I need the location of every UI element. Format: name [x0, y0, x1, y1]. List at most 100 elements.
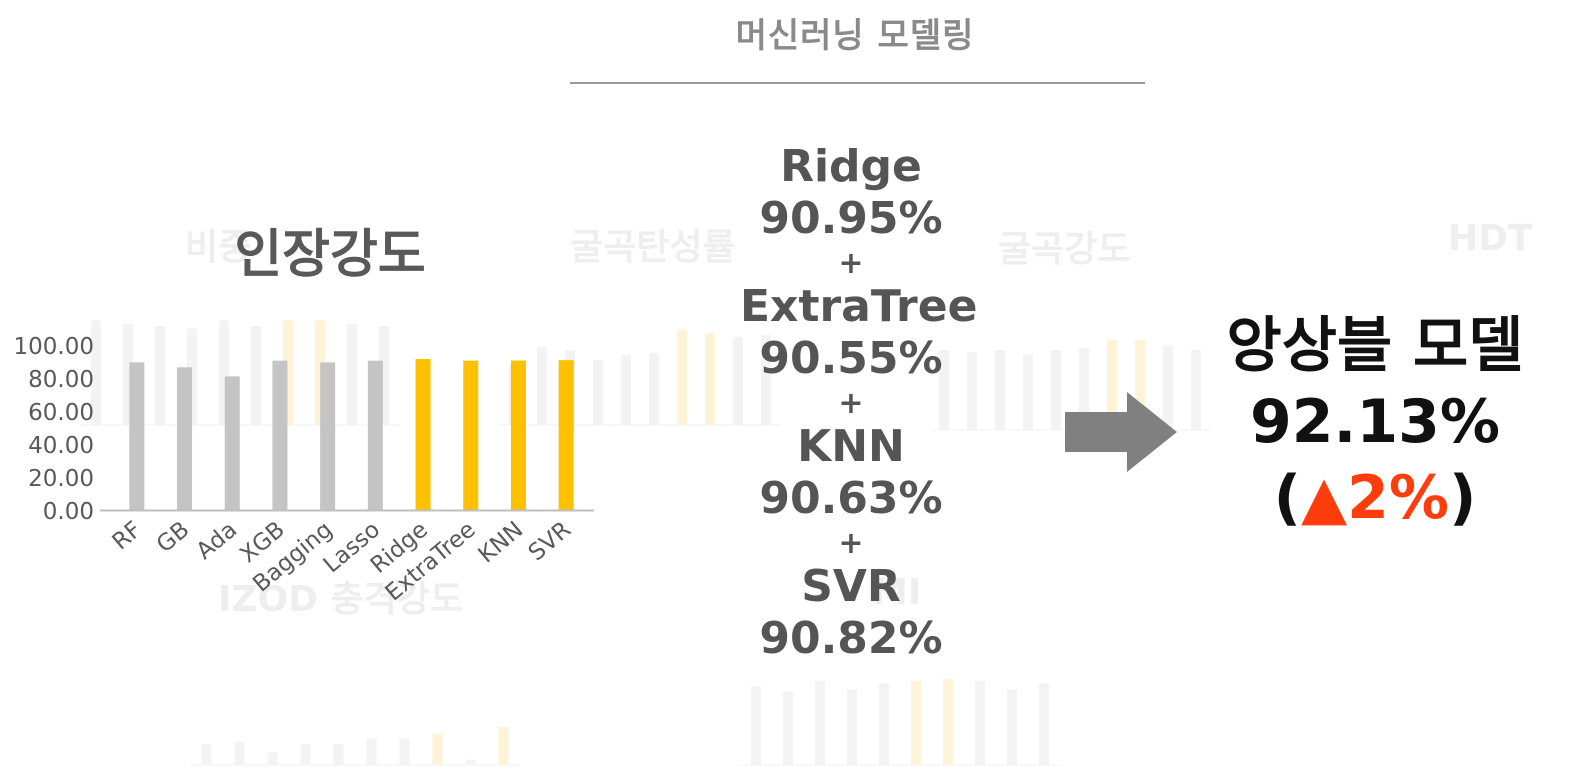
ghost-bar	[155, 326, 165, 425]
model-score: 90.55%	[759, 333, 943, 384]
y-axis: 0.00 20.00 40.00 60.00 80.00 100.00	[14, 334, 94, 525]
ghost-bar	[432, 733, 443, 765]
model-name: Ridge	[780, 141, 922, 192]
ghost-bar	[593, 360, 603, 425]
ghost-bar	[251, 326, 261, 425]
bar-ridge	[415, 359, 431, 510]
ghost-bar	[366, 738, 377, 765]
model-svr: SVR 90.82%	[740, 562, 962, 666]
ghost-chart	[500, 330, 780, 426]
y-tick-label: 100.00	[14, 334, 94, 360]
model-extratree: ExtraTree 90.55%	[740, 281, 978, 386]
ghost-bar	[1163, 345, 1173, 430]
ghost-bar	[649, 353, 659, 425]
right-arrow-icon	[1065, 392, 1177, 472]
x-axis: RF GBAdaXGBBaggingLassoRidgeExtraTreeKNNS…	[100, 509, 594, 606]
ghost-bar	[943, 678, 953, 765]
bg-chart-title: 굴곡강도	[998, 229, 1131, 270]
ghost-bar	[1039, 683, 1049, 765]
ghost-bar	[1191, 350, 1201, 430]
ghost-bar	[219, 320, 229, 425]
model-ridge: Ridge 90.95%	[740, 142, 962, 246]
bg-chart-title: MI	[872, 572, 922, 613]
ghost-bar	[1079, 348, 1089, 430]
delta-paren-close: )	[1449, 463, 1477, 533]
delta-value: ▲2%	[1300, 463, 1449, 533]
x-tick-label: GB	[152, 517, 194, 559]
plus-sign: +	[838, 246, 864, 281]
ghost-bar	[975, 681, 985, 765]
x-tick-label: Ada	[192, 517, 242, 565]
ghost-bar	[847, 689, 857, 765]
title-divider	[570, 82, 1145, 84]
ghost-bar	[399, 738, 410, 765]
ghost-bar	[967, 352, 977, 430]
y-tick-label: 40.00	[28, 433, 94, 459]
model-name: ExtraTree	[740, 281, 978, 332]
ghost-bar	[347, 323, 357, 425]
bar-ada	[224, 376, 240, 510]
ensemble-delta: (▲2%)	[1215, 460, 1535, 536]
model-score: 90.63%	[759, 473, 943, 524]
bg-chart-title: IZOD 충격강도	[218, 579, 463, 620]
ghost-bar	[283, 320, 293, 425]
model-score: 90.82%	[759, 613, 943, 664]
ghost-chart	[740, 678, 1060, 766]
ghost-bar	[234, 741, 245, 765]
background-ghost-charts	[80, 320, 1210, 766]
ghost-bar	[333, 744, 344, 765]
bar-gb	[177, 367, 193, 510]
bg-chart-title: HDT	[1448, 218, 1533, 259]
model-score: 90.95%	[759, 193, 943, 244]
ghost-bar	[733, 337, 743, 425]
plus-sign: +	[838, 386, 864, 421]
x-tick-label: SVR	[524, 517, 576, 567]
ghost-bar	[300, 744, 311, 765]
ghost-bar	[1135, 340, 1145, 430]
ghost-bar	[1107, 340, 1117, 430]
ghost-chart	[930, 340, 1210, 431]
ghost-bar	[621, 355, 631, 425]
ensemble-result: 앙상블 모델 92.13% (▲2%)	[1215, 308, 1535, 536]
bar-knn	[510, 360, 526, 510]
ghost-chart	[80, 320, 400, 426]
y-tick-label: 0.00	[43, 499, 94, 525]
ghost-bar	[267, 752, 278, 765]
ghost-bar	[379, 326, 389, 425]
ghost-bar	[91, 320, 101, 425]
bar-xgb	[272, 360, 288, 510]
ghost-bar	[315, 320, 325, 425]
bar-bagging	[320, 362, 336, 510]
delta-paren-open: (	[1273, 463, 1301, 533]
y-tick-label: 20.00	[28, 466, 94, 492]
plus-sign: +	[838, 526, 864, 561]
model-name: KNN	[797, 421, 905, 472]
ensemble-title: 앙상블 모델	[1226, 311, 1524, 381]
ghost-bar	[939, 350, 949, 430]
bar-svr	[558, 360, 574, 510]
bar-rf	[129, 362, 145, 510]
ensemble-score: 92.13%	[1250, 387, 1500, 457]
ghost-bar	[911, 681, 921, 765]
bg-chart-title: 굴곡탄성률	[570, 227, 736, 268]
ghost-bar	[751, 686, 761, 765]
page-title: 머신러닝 모델링	[735, 16, 975, 56]
ghost-bar	[537, 347, 547, 425]
ghost-bar	[677, 330, 687, 425]
bars	[129, 359, 574, 510]
ghost-bar	[815, 681, 825, 765]
bar-lasso	[367, 360, 383, 510]
ghost-bar	[123, 323, 133, 425]
ghost-bar	[995, 350, 1005, 430]
bar-extratree	[463, 360, 479, 510]
ghost-bar	[705, 333, 715, 425]
ghost-bar	[1007, 689, 1017, 765]
ghost-bar	[761, 335, 771, 425]
bg-chart-title: 비중	[185, 227, 252, 268]
ghost-bar	[498, 727, 509, 765]
ghost-bar	[1051, 350, 1061, 430]
model-list: Ridge 90.95% + ExtraTree 90.55% + KNN 90…	[740, 142, 978, 666]
x-tick-label: KNN	[474, 517, 529, 569]
ghost-bar	[879, 683, 889, 765]
